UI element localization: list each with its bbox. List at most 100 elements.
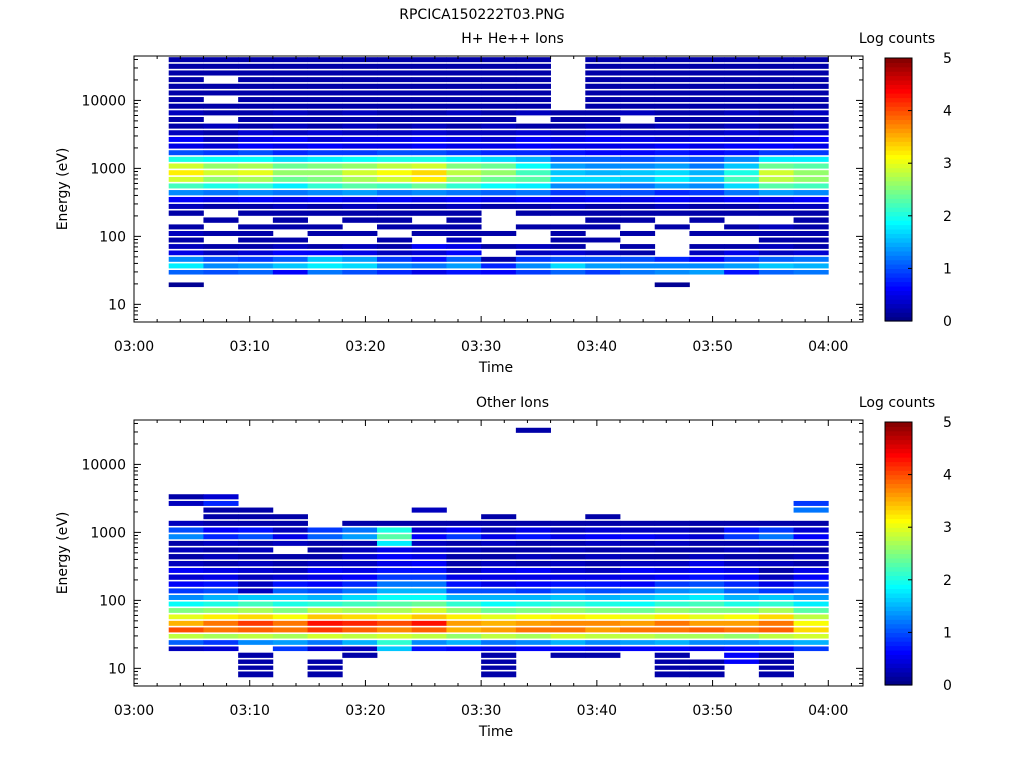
heatmap-cell xyxy=(758,594,794,600)
heatmap-cell xyxy=(758,652,794,658)
heatmap-cell xyxy=(689,646,725,652)
heatmap-cell xyxy=(515,250,551,256)
heatmap-cell xyxy=(342,627,378,633)
heatmap-cell xyxy=(238,540,274,546)
colorbar-segment xyxy=(885,557,912,563)
heatmap-cell xyxy=(168,588,204,594)
heatmap-cell xyxy=(793,244,829,249)
heatmap-cell xyxy=(342,203,378,209)
heatmap-cell xyxy=(585,554,621,560)
heatmap-cell xyxy=(307,547,343,553)
heatmap-cell xyxy=(307,70,343,76)
heatmap-cell xyxy=(654,540,690,546)
heatmap-cell xyxy=(481,117,517,122)
colorbar-segment xyxy=(885,264,912,269)
heatmap-cell xyxy=(515,547,551,553)
heatmap-cell xyxy=(654,117,690,122)
colorbar: 0 1 2 3 4 5 Log counts xyxy=(859,395,952,694)
heatmap-cell xyxy=(168,203,204,209)
heatmap-cell xyxy=(793,620,829,626)
heatmap-cell xyxy=(550,163,586,169)
heatmap-cell xyxy=(793,574,829,580)
heatmap-cell xyxy=(481,230,517,236)
heatmap-cell xyxy=(689,594,725,600)
heatmap-cell xyxy=(481,514,517,520)
heatmap-cell xyxy=(342,130,378,136)
heatmap-cell xyxy=(307,210,343,216)
heatmap-cell xyxy=(272,103,308,109)
heatmap-cell xyxy=(689,190,725,196)
heatmap-cell xyxy=(307,90,343,96)
colorbar-segment xyxy=(885,435,912,441)
heatmap-cell xyxy=(724,136,760,142)
colorbar-segment xyxy=(885,106,912,112)
heatmap-cell xyxy=(446,203,482,209)
heatmap-cell xyxy=(342,210,378,216)
heatmap-cell xyxy=(238,117,274,122)
heatmap-cell xyxy=(411,230,447,236)
heatmap-cell xyxy=(168,646,204,652)
heatmap-cell xyxy=(238,210,274,216)
heatmap-cell xyxy=(238,627,274,633)
heatmap-cell xyxy=(585,70,621,76)
panel-h-he-ions: 03:00 03:10 03:20 03:30 03:40 03:50 04:0010100… xyxy=(55,31,952,376)
colorbar-segment xyxy=(885,255,912,261)
heatmap-cell xyxy=(654,224,690,230)
heatmap-cell xyxy=(758,183,794,189)
heatmap-cell xyxy=(238,63,274,69)
heatmap-cell xyxy=(585,514,621,520)
colorbar-title: Log counts xyxy=(859,395,935,411)
heatmap-cell xyxy=(689,620,725,626)
heatmap-cell xyxy=(620,554,656,560)
heatmap-cell xyxy=(515,534,551,540)
heatmap-cell xyxy=(758,520,794,526)
heatmap-cell xyxy=(724,143,760,149)
heatmap-cell xyxy=(758,588,794,594)
colorbar-segment xyxy=(885,628,912,633)
heatmap-cell xyxy=(724,256,760,262)
colorbar-segment xyxy=(885,88,912,94)
heatmap-cell xyxy=(238,57,274,63)
heatmap-cell xyxy=(758,170,794,176)
heatmap-cell xyxy=(342,63,378,69)
heatmap-cell xyxy=(654,665,690,670)
heatmap-cell xyxy=(377,601,413,607)
colorbar-segment xyxy=(885,623,912,629)
heatmap-cell xyxy=(724,581,760,587)
heatmap-cell xyxy=(620,534,656,540)
heatmap-cell xyxy=(724,57,760,63)
heatmap-cell xyxy=(203,70,239,76)
colorbar-segment xyxy=(885,176,912,182)
heatmap-cell xyxy=(272,183,308,189)
heatmap-cell xyxy=(793,534,829,540)
heatmap-cell xyxy=(377,646,413,652)
heatmap-cell xyxy=(272,594,308,600)
heatmap-cell xyxy=(724,534,760,540)
heatmap-cell xyxy=(481,70,517,76)
colorbar-segment xyxy=(885,496,912,502)
heatmap-cell xyxy=(689,183,725,189)
heatmap-cell xyxy=(515,136,551,142)
heatmap-cell xyxy=(446,163,482,169)
heatmap-cell xyxy=(307,143,343,149)
colorbar-segment xyxy=(885,522,912,528)
heatmap-cell xyxy=(793,507,829,513)
heatmap-cell xyxy=(342,608,378,613)
heatmap-cell xyxy=(168,156,204,162)
heatmap-cell xyxy=(203,514,239,520)
heatmap-cell xyxy=(758,90,794,96)
colorbar-segment xyxy=(885,158,912,164)
heatmap-cell xyxy=(342,244,378,249)
heatmap-cell xyxy=(446,63,482,69)
x-tick-label: 03:00 xyxy=(114,703,154,719)
colorbar-tick-label: 1 xyxy=(943,625,952,641)
colorbar-segment xyxy=(885,272,912,278)
heatmap-cell xyxy=(515,90,551,96)
colorbar-tick-label: 2 xyxy=(943,209,952,225)
heatmap-cell xyxy=(585,117,621,122)
heatmap-cell xyxy=(620,143,656,149)
heatmap-cell xyxy=(585,601,621,607)
heatmap-cell xyxy=(446,560,482,567)
heatmap-cell xyxy=(411,83,447,89)
heatmap-cell xyxy=(724,190,760,196)
